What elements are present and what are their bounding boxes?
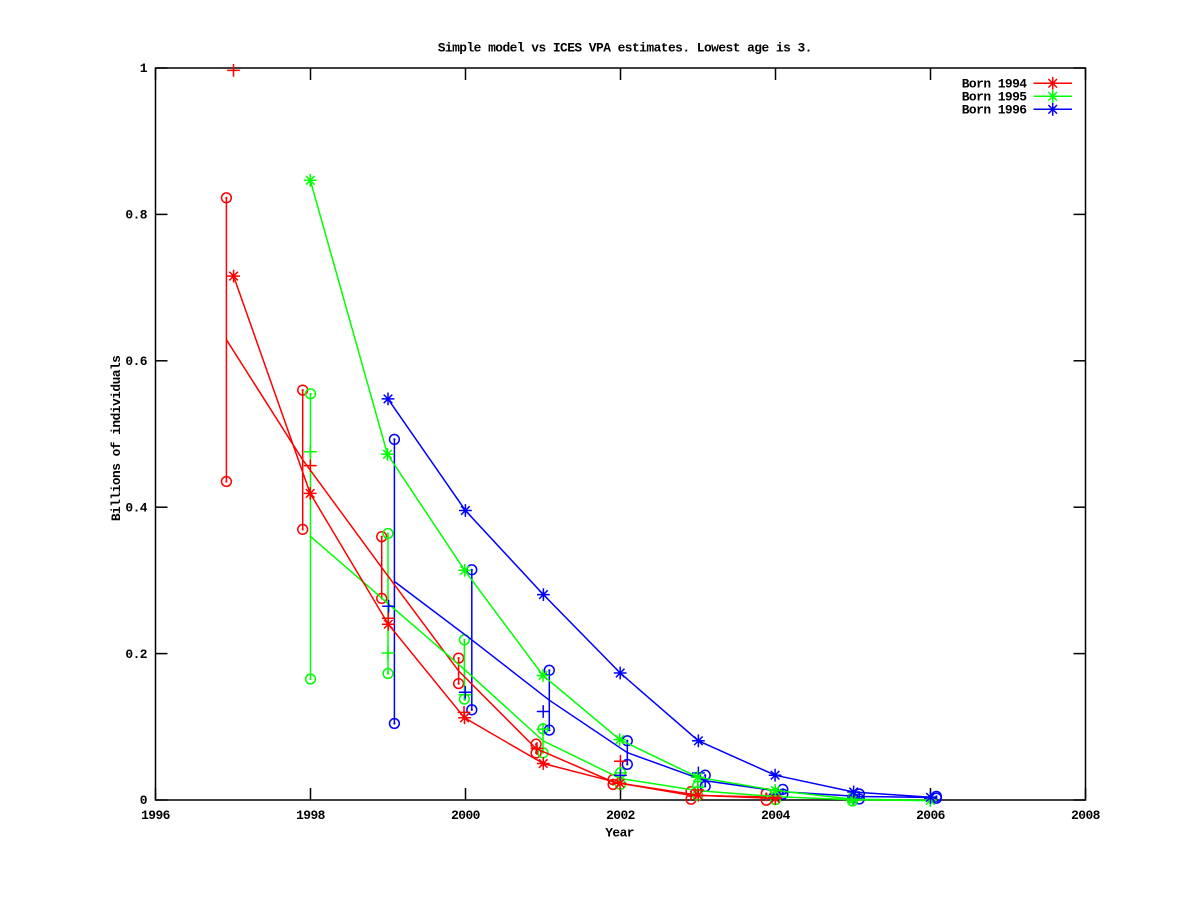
svg-text:Born 1995: Born 1995 — [962, 90, 1028, 105]
svg-text:2004: 2004 — [761, 808, 791, 823]
svg-text:Year: Year — [605, 826, 634, 841]
svg-text:1: 1 — [140, 61, 148, 76]
svg-text:0.6: 0.6 — [125, 354, 147, 369]
svg-text:0.8: 0.8 — [125, 208, 147, 223]
svg-text:Billions of individuals: Billions of individuals — [109, 356, 124, 522]
svg-text:2008: 2008 — [1071, 808, 1101, 823]
svg-text:Born 1994: Born 1994 — [962, 77, 1028, 92]
svg-text:Simple model vs ICES VPA estim: Simple model vs ICES VPA estimates. Lowe… — [438, 41, 812, 56]
svg-text:Born 1996: Born 1996 — [962, 103, 1028, 118]
svg-text:2006: 2006 — [916, 808, 946, 823]
svg-text:2000: 2000 — [451, 808, 480, 823]
svg-text:0.4: 0.4 — [125, 500, 147, 515]
svg-text:0.2: 0.2 — [125, 647, 147, 662]
svg-text:1998: 1998 — [296, 808, 326, 823]
svg-text:2002: 2002 — [606, 808, 635, 823]
svg-text:0: 0 — [140, 793, 147, 808]
svg-text:1996: 1996 — [141, 808, 171, 823]
